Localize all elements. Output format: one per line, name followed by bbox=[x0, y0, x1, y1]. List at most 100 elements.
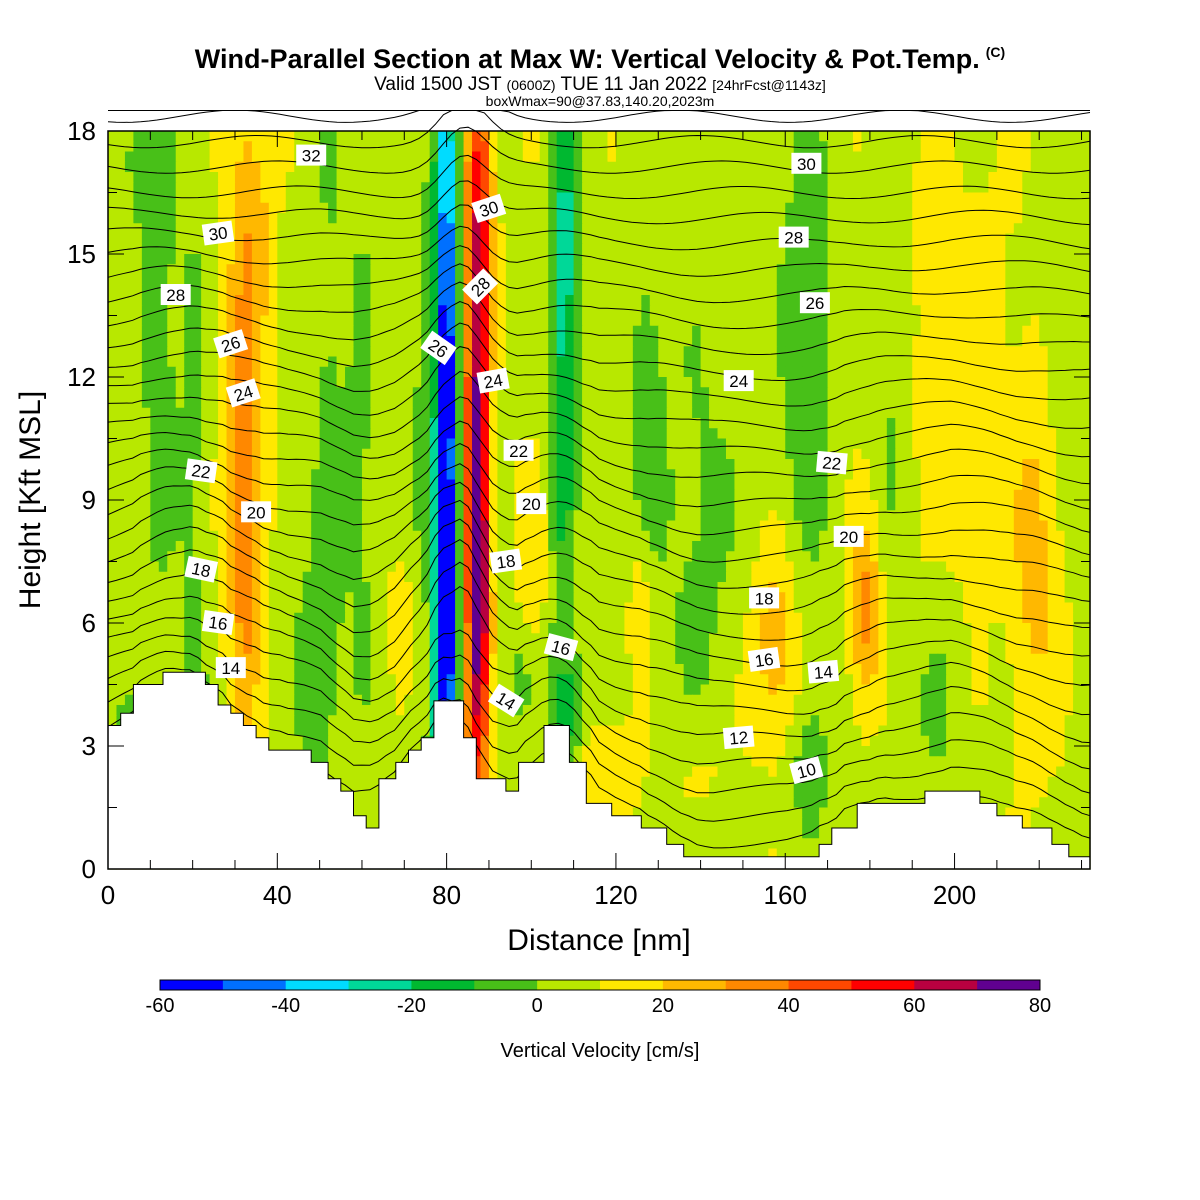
w-cell bbox=[251, 274, 261, 286]
w-cell bbox=[929, 500, 939, 511]
w-cell bbox=[709, 520, 719, 532]
w-cell bbox=[184, 172, 194, 183]
w-cell bbox=[497, 161, 507, 173]
w-cell bbox=[167, 172, 177, 183]
w-cell bbox=[836, 243, 846, 255]
w-cell bbox=[666, 346, 676, 358]
w-cell bbox=[548, 284, 558, 296]
w-cell bbox=[505, 213, 515, 224]
w-cell bbox=[599, 530, 609, 542]
w-cell bbox=[472, 254, 482, 265]
w-cell bbox=[353, 387, 363, 399]
w-cell bbox=[929, 223, 939, 235]
w-cell bbox=[946, 141, 956, 153]
w-cell bbox=[776, 428, 786, 440]
w-cell bbox=[548, 264, 558, 276]
w-cell bbox=[175, 479, 185, 491]
w-cell bbox=[963, 438, 973, 450]
w-cell bbox=[175, 561, 185, 573]
w-cell bbox=[768, 469, 778, 481]
w-cell bbox=[285, 438, 295, 450]
w-cell bbox=[429, 469, 439, 481]
w-cell bbox=[793, 479, 803, 491]
w-cell bbox=[903, 295, 913, 306]
w-cell bbox=[150, 131, 160, 142]
w-cell bbox=[158, 418, 168, 429]
w-cell bbox=[488, 213, 499, 224]
w-cell bbox=[573, 366, 583, 378]
w-cell bbox=[497, 418, 507, 429]
w-cell bbox=[658, 551, 668, 563]
w-cell bbox=[311, 172, 321, 183]
w-cell bbox=[946, 172, 956, 183]
w-cell bbox=[251, 192, 261, 204]
w-cell bbox=[488, 489, 499, 501]
w-cell bbox=[328, 336, 338, 347]
w-cell bbox=[167, 182, 177, 194]
w-cell bbox=[412, 264, 422, 276]
w-cell bbox=[895, 315, 905, 327]
w-cell bbox=[717, 407, 727, 419]
w-cell bbox=[666, 202, 676, 214]
w-cell bbox=[345, 172, 355, 183]
w-cell bbox=[361, 530, 372, 542]
w-cell bbox=[971, 438, 981, 450]
w-cell bbox=[268, 459, 278, 470]
w-cell bbox=[751, 131, 761, 142]
w-cell bbox=[361, 161, 372, 173]
w-cell bbox=[751, 254, 761, 265]
w-cell bbox=[184, 315, 194, 327]
w-cell bbox=[505, 541, 515, 552]
w-cell bbox=[802, 274, 812, 286]
w-cell bbox=[1039, 254, 1049, 265]
w-cell bbox=[988, 418, 998, 429]
w-cell bbox=[488, 397, 499, 409]
w-cell bbox=[869, 202, 879, 214]
w-cell bbox=[1005, 366, 1015, 378]
w-cell bbox=[175, 213, 185, 224]
w-cell bbox=[742, 172, 752, 183]
w-cell bbox=[937, 346, 947, 358]
w-cell bbox=[675, 161, 685, 173]
w-cell bbox=[361, 131, 372, 142]
w-cell bbox=[827, 500, 837, 511]
w-cell bbox=[802, 407, 812, 419]
w-cell bbox=[878, 243, 888, 255]
w-cell bbox=[641, 438, 651, 450]
w-cell bbox=[116, 459, 126, 470]
w-cell bbox=[158, 377, 168, 388]
w-cell bbox=[124, 274, 134, 286]
w-cell bbox=[218, 469, 228, 481]
w-cell bbox=[150, 479, 160, 491]
w-cell bbox=[514, 243, 524, 255]
w-cell bbox=[836, 182, 846, 194]
w-cell bbox=[404, 561, 414, 573]
w-cell bbox=[700, 192, 710, 204]
w-cell bbox=[497, 448, 507, 460]
w-cell bbox=[268, 448, 278, 460]
w-cell bbox=[869, 243, 879, 255]
w-cell bbox=[649, 530, 659, 542]
w-cell bbox=[158, 182, 168, 194]
w-cell bbox=[175, 131, 185, 142]
w-cell bbox=[979, 448, 990, 460]
w-cell bbox=[963, 428, 973, 440]
w-cell bbox=[412, 541, 422, 552]
w-cell bbox=[615, 366, 625, 378]
w-cell bbox=[480, 551, 490, 563]
w-cell bbox=[514, 325, 524, 337]
w-cell bbox=[539, 459, 549, 470]
w-cell bbox=[717, 377, 727, 388]
w-cell bbox=[599, 541, 609, 552]
w-cell bbox=[209, 377, 219, 388]
w-cell bbox=[1073, 366, 1083, 378]
w-cell bbox=[218, 387, 228, 399]
w-cell bbox=[751, 387, 761, 399]
w-cell bbox=[903, 366, 913, 378]
w-cell bbox=[658, 489, 668, 501]
w-cell bbox=[912, 530, 922, 542]
w-cell bbox=[294, 489, 304, 501]
w-cell bbox=[251, 264, 261, 276]
w-cell bbox=[954, 243, 964, 255]
w-cell bbox=[666, 233, 676, 245]
